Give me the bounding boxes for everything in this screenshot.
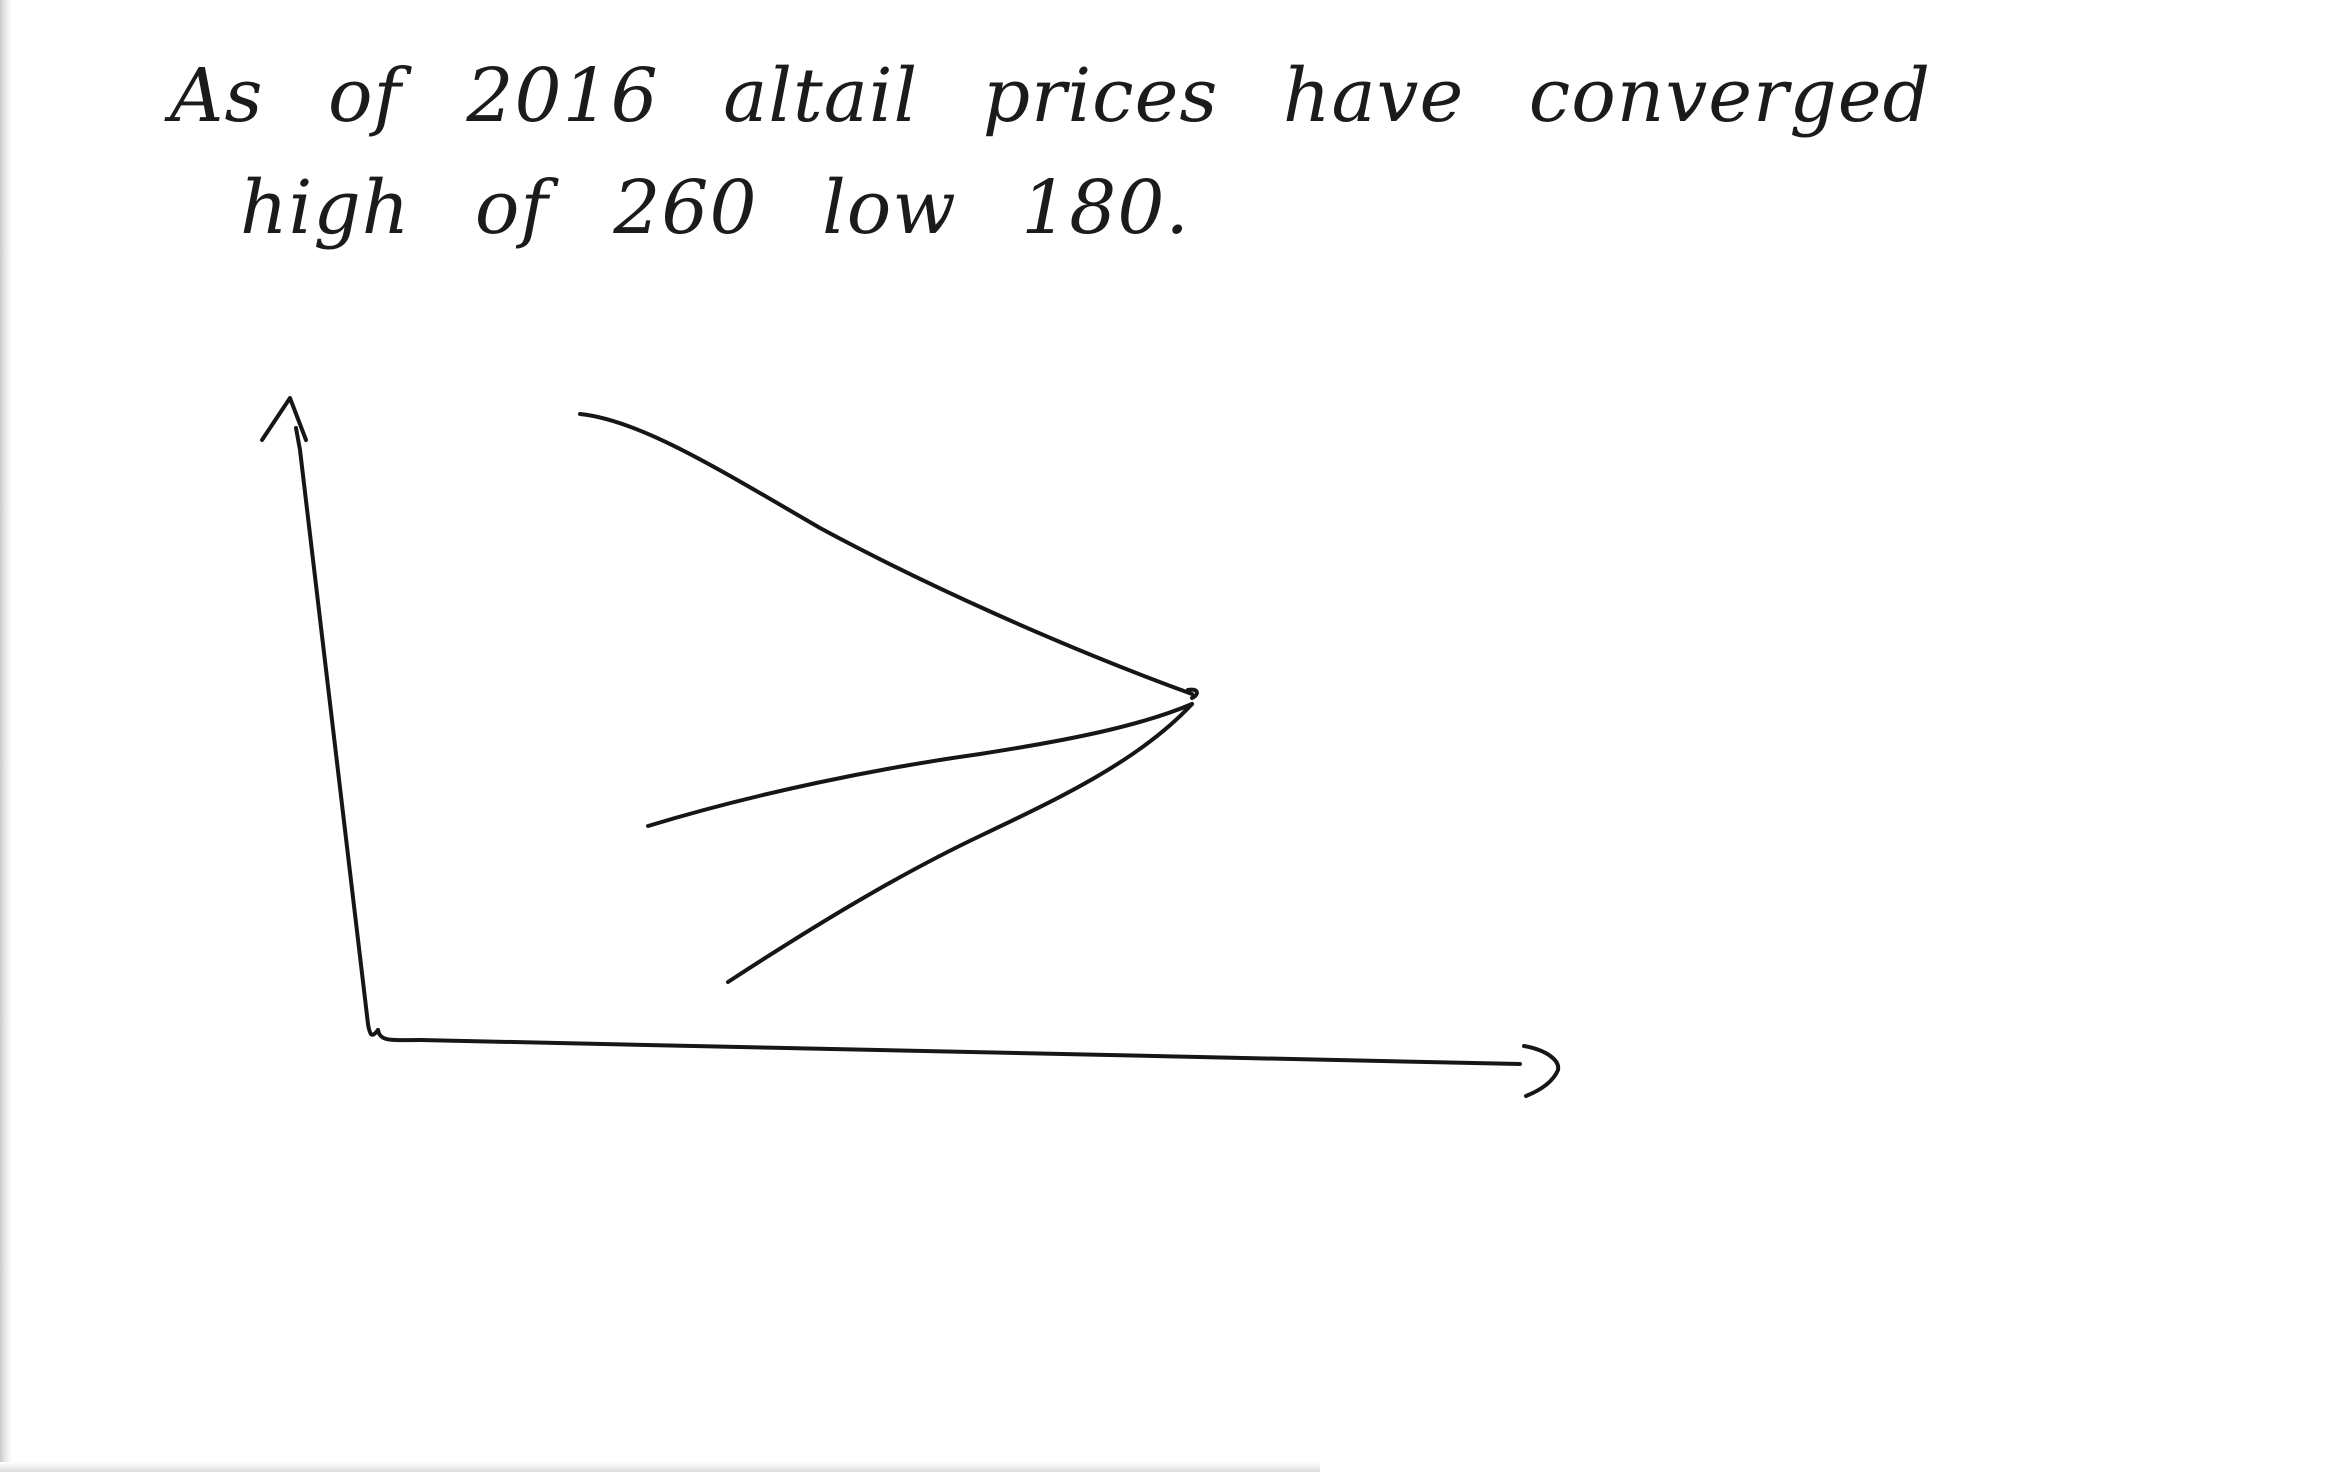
- y-axis: [294, 426, 380, 1037]
- x-axis-arrowhead: [1522, 1044, 1561, 1098]
- x-axis: [376, 1028, 1522, 1066]
- scan-edge-left: [0, 0, 12, 1472]
- handwritten-note: As of 2016 altail prices have converged …: [170, 40, 2310, 264]
- note-line-2: high of 260 low 180.: [240, 165, 1190, 251]
- lower-price-line: [726, 702, 1194, 984]
- note-line-1: As of 2016 altail prices have converged: [170, 53, 1931, 139]
- convergence-point: [1186, 687, 1199, 700]
- upper-price-line: [578, 412, 1194, 696]
- y-axis-arrowhead: [260, 396, 308, 442]
- scan-edge-bottom: [0, 1462, 1320, 1472]
- middle-price-line: [646, 702, 1194, 828]
